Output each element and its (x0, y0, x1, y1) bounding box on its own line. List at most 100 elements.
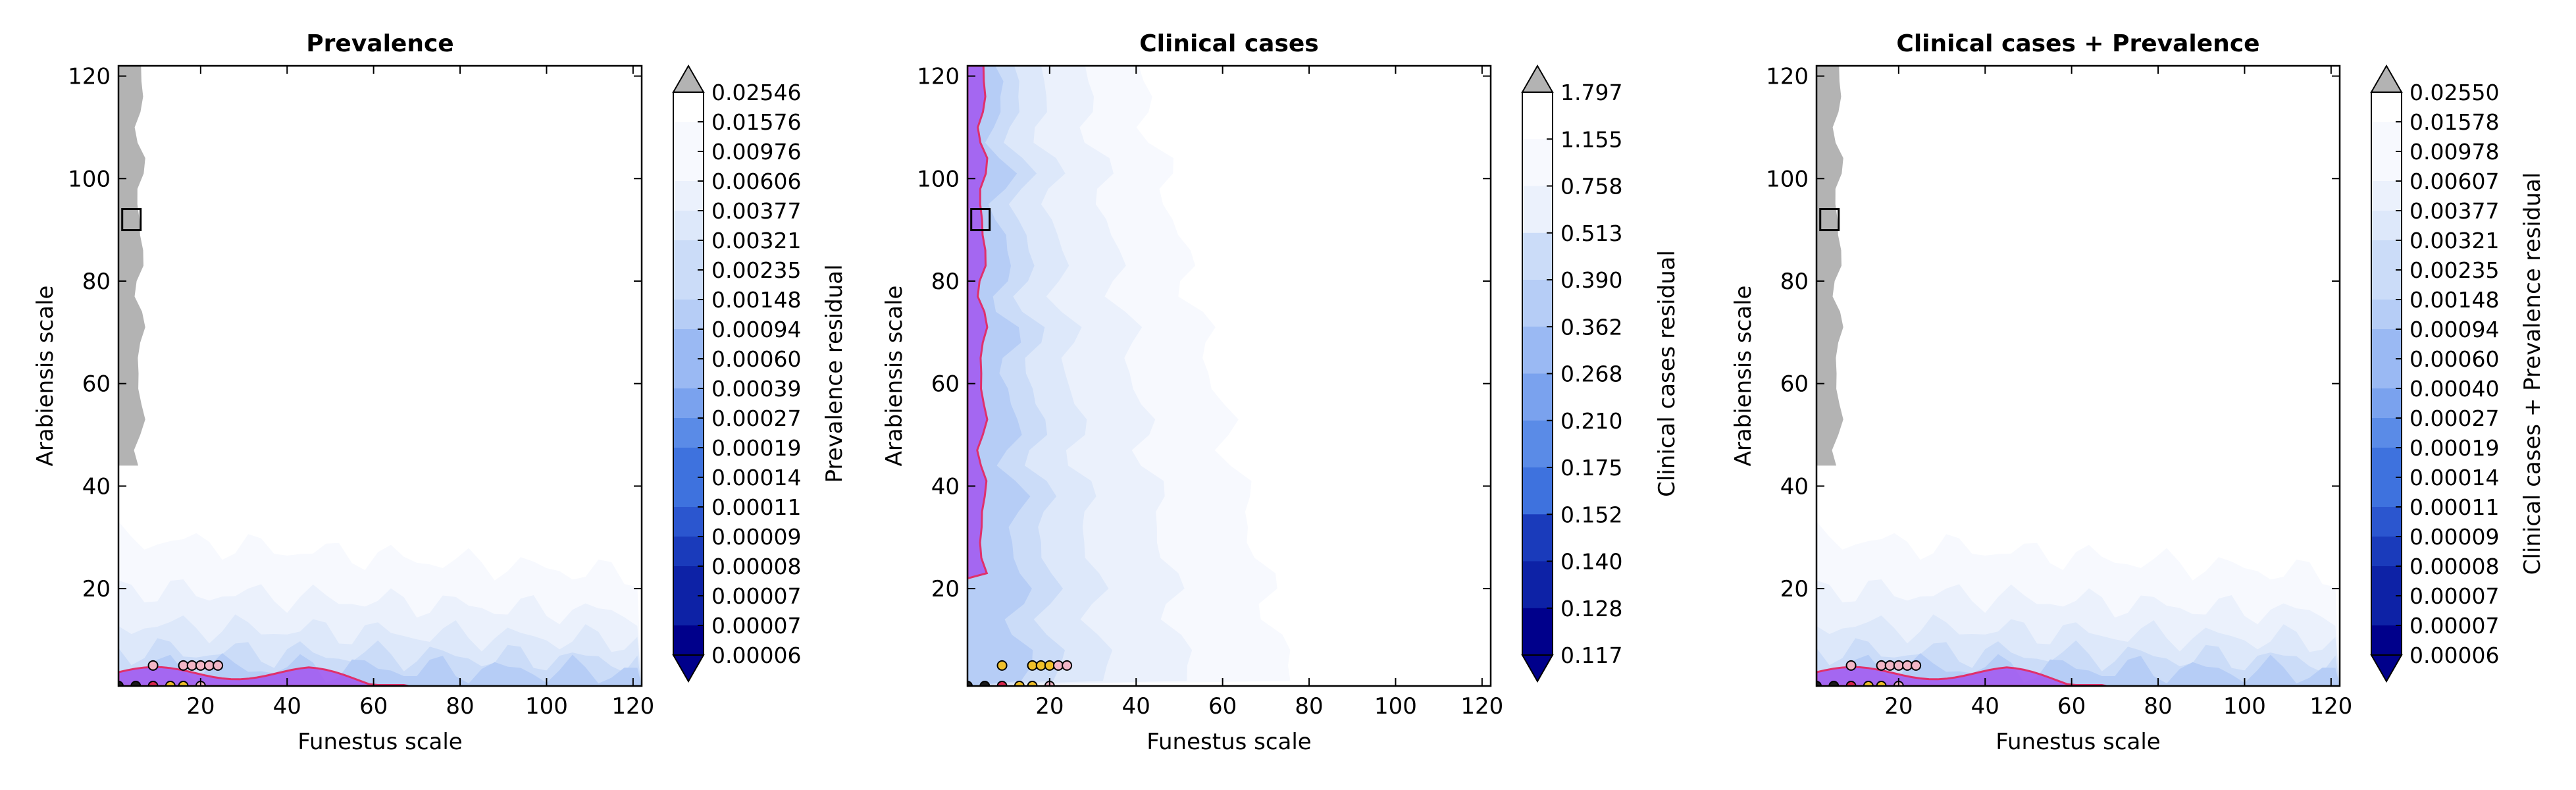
data-point (996, 660, 1008, 671)
colorbar-segment (2371, 566, 2402, 596)
colorbar-tick-label: 0.00007 (711, 613, 801, 639)
over-range-region (1816, 66, 1843, 466)
data-point (1035, 660, 1046, 671)
colorbar-segment (2371, 596, 2402, 626)
data-point (996, 681, 1008, 686)
colorbar-tick-label: 0.00060 (2409, 346, 2499, 372)
panel-title: Clinical cases + Prevalence (1896, 30, 2259, 57)
colorbar-tick-label: 0.00978 (2409, 139, 2499, 165)
colorbar-tick-label: 0.00040 (2409, 376, 2499, 402)
colorbar-tick-label: 0.01576 (711, 109, 801, 135)
y-tick-label: 100 (917, 166, 960, 192)
colorbar-tick-label: 0.02546 (711, 80, 801, 105)
colorbar-label: Prevalence residual (821, 264, 848, 483)
y-tick-label: 20 (931, 576, 960, 602)
colorbar-extend-bottom (2370, 654, 2403, 683)
colorbar-segment (1522, 373, 1553, 421)
colorbar-segment (2371, 625, 2402, 656)
colorbar-segment (1522, 139, 1553, 187)
y-tick-label: 40 (931, 473, 960, 500)
y-tick-label: 120 (917, 64, 960, 90)
x-tick-label: 60 (2057, 693, 2086, 720)
colorbar-segment (2371, 537, 2402, 567)
colorbar-segment (1522, 561, 1553, 609)
colorbar-tick-label: 0.00014 (2409, 465, 2499, 490)
colorbar-tick-label: 0.00011 (2409, 494, 2499, 520)
colorbar-tick-label: 0.00060 (711, 346, 801, 372)
colorbar-segment (2371, 300, 2402, 330)
colorbar-segment (2371, 477, 2402, 508)
colorbar-segment (673, 507, 704, 537)
y-tick-label: 120 (68, 64, 111, 90)
colorbar-segment (673, 448, 704, 478)
colorbar-segment (673, 300, 704, 330)
data-point (130, 681, 142, 686)
data-point (1911, 660, 1922, 671)
x-tick-label: 60 (359, 693, 388, 720)
colorbar-tick-label: 0.00008 (2409, 554, 2499, 579)
y-tick-label: 80 (931, 269, 960, 295)
colorbar-frame (2371, 92, 2402, 656)
colorbar-segment (673, 270, 704, 300)
panel-clinical-cases-plus-prevalence: 20 40 60 80 100 120 20 40 60 80 100 120 Clinical cas… (1730, 30, 2546, 755)
colorbar-segment (673, 596, 704, 626)
data-point (165, 681, 176, 686)
y-axis-label: Arabiensis scale (32, 286, 59, 467)
data-point (178, 660, 189, 671)
data-point (147, 660, 159, 671)
x-tick-label: 80 (1295, 693, 1323, 720)
y-axis-label: Arabiensis scale (1730, 286, 1757, 467)
colorbar-segment (2371, 507, 2402, 537)
square-marker (121, 208, 142, 232)
colorbar: 0.02550 0.01578 0.00978 0.00607 0.00377 0.003… (2370, 64, 2546, 683)
y-tick-label: 40 (1780, 473, 1809, 500)
colorbar-tick-label: 0.00027 (711, 406, 801, 431)
colorbar-segment (2371, 181, 2402, 211)
panel-clinical-cases: 20 40 60 80 100 120 20 40 60 80 100 120 Clinical cas… (881, 30, 1680, 755)
x-axis-label: Funestus scale (1996, 729, 2160, 755)
x-tick-label: 100 (1374, 693, 1417, 720)
y-tick-label: 100 (1766, 166, 1809, 192)
colorbar-tick-label: 0.140 (1560, 549, 1622, 575)
colorbar-tick-label: 0.00007 (711, 583, 801, 609)
colorbar-segment (2371, 448, 2402, 478)
y-tick-label: 100 (68, 166, 111, 192)
data-point (186, 660, 197, 671)
x-tick-label: 40 (1971, 693, 1999, 720)
highlight-region (1816, 666, 2107, 686)
x-tick-label: 40 (1122, 693, 1150, 720)
data-point (1893, 660, 1904, 671)
colorbar-tick-label: 0.00377 (2409, 198, 2499, 224)
colorbar-segment (2371, 270, 2402, 300)
data-point (979, 681, 991, 686)
colorbar-segment (673, 388, 704, 419)
panel-title: Clinical cases (1139, 30, 1318, 57)
colorbar-segment (1522, 514, 1553, 562)
x-tick-label: 120 (611, 693, 654, 720)
colorbar-segment (673, 240, 704, 271)
colorbar-segment (1522, 467, 1553, 515)
data-point (1876, 660, 1887, 671)
data-point (1052, 660, 1064, 671)
colorbar-tick-label: 0.00008 (711, 554, 801, 579)
colorbar-tick-label: 0.00006 (2409, 643, 2499, 668)
colorbar-tick-label: 0.00235 (711, 257, 801, 283)
colorbar-segment (673, 181, 704, 211)
colorbar-tick-label: 0.00607 (2409, 169, 2499, 194)
panel-prevalence: 20 40 60 80 100 120 20 40 60 80 100 120 Prevalence Fu… (32, 30, 848, 755)
y-tick-label: 80 (82, 269, 111, 295)
colorbar-tick-label: 0.00321 (2409, 228, 2499, 253)
colorbar-segment (673, 566, 704, 596)
x-tick-label: 60 (1208, 693, 1237, 720)
x-tick-label: 100 (525, 693, 568, 720)
colorbar-tick-label: 1.797 (1560, 80, 1622, 105)
colorbar-segment (673, 151, 704, 182)
colorbar-segment (2371, 122, 2402, 152)
colorbar-segment (2371, 151, 2402, 182)
y-tick-label: 20 (1780, 576, 1809, 602)
data-point (178, 681, 189, 686)
colorbar-tick-label: 0.513 (1560, 221, 1622, 246)
colorbar-segment (2371, 388, 2402, 419)
axes-frame (1815, 65, 2341, 687)
